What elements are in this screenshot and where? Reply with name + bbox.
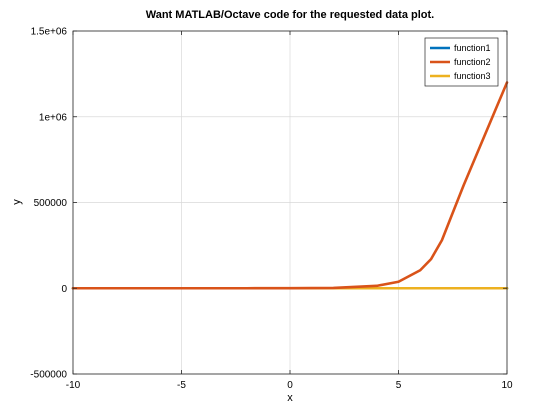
y-tick-label: 1.5e+06 [31, 27, 68, 38]
legend-label-function2: function2 [454, 57, 491, 67]
y-tick-label: 1e+06 [39, 112, 68, 123]
y-tick-label: 500000 [34, 198, 68, 209]
series-lines [71, 81, 509, 290]
legend-label-function1: function1 [454, 43, 491, 53]
y-axis-label: y [11, 199, 23, 205]
x-tick-label: 5 [396, 380, 402, 391]
ticks: -10 -5 0 5 10 -500000 0 500000 1e+06 1.5e+06 [30, 27, 513, 392]
y-tick-label: 0 [61, 284, 67, 295]
legend-label-function3: function3 [454, 71, 491, 81]
y-tick-label: -500000 [30, 370, 67, 381]
legend: function1 function2 function3 [424, 37, 499, 87]
legend-box [424, 37, 499, 87]
x-tick-label: 0 [287, 380, 293, 391]
x-tick-label: -5 [177, 380, 186, 391]
x-tick-label: -10 [66, 380, 81, 391]
x-axis-label: x [287, 392, 293, 404]
x-tick-label: 10 [501, 380, 513, 391]
chart-title: Want MATLAB/Octave code for the requeste… [146, 9, 434, 21]
series-line-function2 [71, 81, 509, 290]
